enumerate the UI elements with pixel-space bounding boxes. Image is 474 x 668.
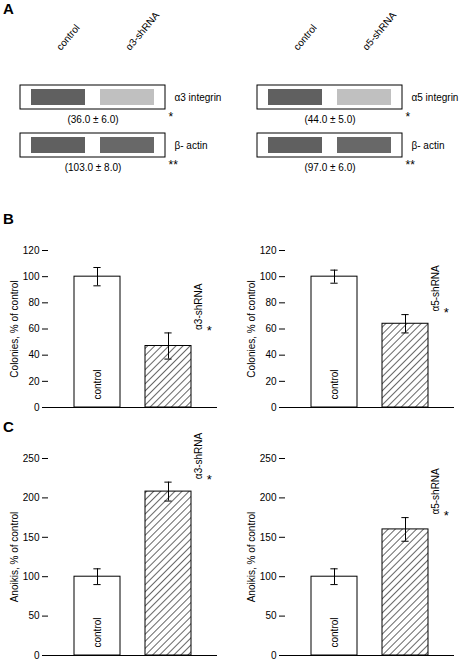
svg-text:0: 0 bbox=[34, 402, 40, 413]
svg-text:α5-shRNA: α5-shRNA bbox=[430, 468, 441, 515]
svg-text:80: 80 bbox=[28, 297, 40, 308]
svg-text:α3-shRNA: α3-shRNA bbox=[123, 9, 161, 52]
svg-text:250: 250 bbox=[260, 453, 277, 464]
svg-text:(36.0 ± 6.0): (36.0 ± 6.0) bbox=[67, 114, 118, 125]
svg-text:β- actin: β- actin bbox=[175, 140, 208, 151]
svg-text:α3 integrin: α3 integrin bbox=[175, 92, 222, 103]
svg-text:100: 100 bbox=[260, 571, 277, 582]
svg-text:control: control bbox=[291, 22, 319, 52]
svg-text:α5-shRNA: α5-shRNA bbox=[430, 265, 441, 312]
svg-text:Colonies, % of control: Colonies, % of control bbox=[9, 280, 20, 377]
svg-text:100: 100 bbox=[23, 571, 40, 582]
svg-text:100: 100 bbox=[23, 271, 40, 282]
svg-text:α3-shRNA: α3-shRNA bbox=[193, 283, 204, 330]
svg-text:control: control bbox=[54, 22, 82, 52]
svg-text:250: 250 bbox=[23, 453, 40, 464]
svg-text:40: 40 bbox=[265, 349, 277, 360]
svg-text:50: 50 bbox=[28, 610, 40, 621]
svg-text:control: control bbox=[92, 617, 103, 647]
svg-text:Anoikis, % of control: Anoikis, % of control bbox=[9, 512, 20, 603]
html-text:A: A bbox=[3, 0, 14, 17]
svg-text:60: 60 bbox=[28, 323, 40, 334]
svg-text:control: control bbox=[329, 369, 340, 399]
svg-text:0: 0 bbox=[34, 650, 40, 661]
svg-text:α5 integrin: α5 integrin bbox=[412, 92, 459, 103]
svg-text:*: * bbox=[406, 110, 411, 124]
svg-text:60: 60 bbox=[265, 323, 277, 334]
svg-text:control: control bbox=[92, 369, 103, 399]
svg-text:*: * bbox=[444, 508, 449, 523]
svg-text:150: 150 bbox=[23, 532, 40, 543]
svg-text:*: * bbox=[207, 323, 212, 338]
svg-text:150: 150 bbox=[260, 532, 277, 543]
svg-text:0: 0 bbox=[271, 650, 277, 661]
html-text:B: B bbox=[3, 210, 14, 227]
svg-text:120: 120 bbox=[260, 245, 277, 256]
svg-text:Colonies, % of control: Colonies, % of control bbox=[246, 280, 257, 377]
svg-text:(103.0 ± 8.0): (103.0 ± 8.0) bbox=[65, 162, 122, 173]
svg-text:80: 80 bbox=[265, 297, 277, 308]
svg-text:β- actin: β- actin bbox=[412, 140, 445, 151]
html-text:C: C bbox=[3, 418, 14, 435]
svg-text:Anoikis, % of control: Anoikis, % of control bbox=[246, 512, 257, 603]
svg-text:20: 20 bbox=[28, 376, 40, 387]
svg-text:20: 20 bbox=[265, 376, 277, 387]
svg-text:200: 200 bbox=[260, 492, 277, 503]
svg-text:**: ** bbox=[406, 158, 416, 172]
svg-text:(97.0 ± 6.0): (97.0 ± 6.0) bbox=[304, 162, 355, 173]
svg-text:**: ** bbox=[169, 158, 179, 172]
svg-text:(44.0 ± 5.0): (44.0 ± 5.0) bbox=[304, 114, 355, 125]
svg-text:100: 100 bbox=[260, 271, 277, 282]
svg-text:control: control bbox=[329, 617, 340, 647]
svg-text:*: * bbox=[444, 305, 449, 320]
svg-text:0: 0 bbox=[271, 402, 277, 413]
svg-text:200: 200 bbox=[23, 492, 40, 503]
svg-text:50: 50 bbox=[265, 610, 277, 621]
svg-text:*: * bbox=[169, 110, 174, 124]
svg-text:*: * bbox=[207, 472, 212, 487]
svg-text:α3-shRNA: α3-shRNA bbox=[193, 432, 204, 479]
svg-text:40: 40 bbox=[28, 349, 40, 360]
svg-text:α5-shRNA: α5-shRNA bbox=[360, 9, 398, 52]
svg-text:120: 120 bbox=[23, 245, 40, 256]
